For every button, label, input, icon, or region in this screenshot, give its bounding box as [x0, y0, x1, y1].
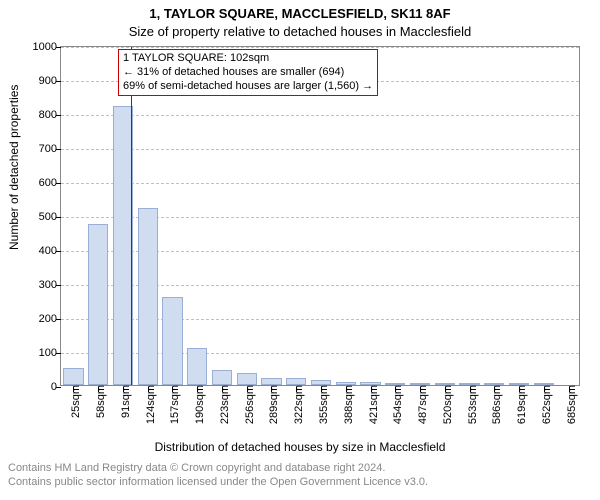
x-tick-label: 421sqm — [362, 385, 380, 424]
footer-line-2: Contains public sector information licen… — [8, 476, 428, 488]
histogram-bar — [113, 106, 133, 385]
y-tick-label: 500 — [39, 211, 61, 223]
x-tick-label: 25sqm — [64, 385, 82, 418]
histogram-bar — [212, 370, 232, 385]
y-tick-label: 800 — [39, 109, 61, 121]
annotation-title: 1 TAYLOR SQUARE: 102sqm — [123, 52, 373, 66]
footer-line-1: Contains HM Land Registry data © Crown c… — [8, 462, 385, 474]
gridline — [61, 183, 579, 184]
title-address: 1, TAYLOR SQUARE, MACCLESFIELD, SK11 8AF — [0, 6, 600, 21]
histogram-bar — [138, 208, 158, 385]
x-axis-label: Distribution of detached houses by size … — [0, 440, 600, 454]
x-tick-label: 454sqm — [386, 385, 404, 424]
y-axis-label: Number of detached properties — [7, 85, 21, 250]
annotation-stat: 69% of semi-detached houses are larger (… — [123, 80, 373, 94]
y-tick-label: 1000 — [33, 41, 61, 53]
y-tick-label: 600 — [39, 177, 61, 189]
x-tick-label: 289sqm — [262, 385, 280, 424]
y-tick-label: 0 — [51, 381, 61, 393]
y-tick-label: 200 — [39, 313, 61, 325]
histogram-bar — [286, 378, 306, 385]
histogram-bar — [187, 348, 207, 385]
chart-container: 1, TAYLOR SQUARE, MACCLESFIELD, SK11 8AF… — [0, 0, 600, 500]
x-tick-label: 355sqm — [312, 385, 330, 424]
x-tick-label: 487sqm — [411, 385, 429, 424]
x-tick-label: 190sqm — [188, 385, 206, 424]
y-tick-label: 300 — [39, 279, 61, 291]
x-tick-label: 652sqm — [535, 385, 553, 424]
x-tick-label: 223sqm — [213, 385, 231, 424]
property-marker-line — [131, 47, 132, 385]
x-tick-label: 124sqm — [139, 385, 157, 424]
annotation-stat: ← 31% of detached houses are smaller (69… — [123, 66, 373, 80]
histogram-bar — [261, 378, 281, 385]
plot-area: 0100200300400500600700800900100025sqm58s… — [60, 46, 580, 386]
gridline — [61, 149, 579, 150]
histogram-bar — [63, 368, 83, 385]
histogram-bar — [162, 297, 182, 385]
gridline — [61, 115, 579, 116]
title-subtitle: Size of property relative to detached ho… — [0, 24, 600, 39]
histogram-bar — [237, 373, 257, 385]
x-tick-label: 157sqm — [163, 385, 181, 424]
x-tick-label: 322sqm — [287, 385, 305, 424]
y-tick-label: 900 — [39, 75, 61, 87]
x-tick-label: 388sqm — [337, 385, 355, 424]
y-tick-label: 700 — [39, 143, 61, 155]
x-tick-label: 520sqm — [436, 385, 454, 424]
x-tick-label: 685sqm — [560, 385, 578, 424]
x-tick-label: 619sqm — [510, 385, 528, 424]
gridline — [61, 47, 579, 48]
y-tick-label: 100 — [39, 347, 61, 359]
x-tick-label: 58sqm — [89, 385, 107, 418]
histogram-bar — [88, 224, 108, 386]
annotation-box: 1 TAYLOR SQUARE: 102sqm← 31% of detached… — [118, 49, 378, 96]
x-tick-label: 256sqm — [238, 385, 256, 424]
y-tick-label: 400 — [39, 245, 61, 257]
x-tick-label: 91sqm — [114, 385, 132, 418]
x-tick-label: 553sqm — [461, 385, 479, 424]
x-tick-label: 586sqm — [485, 385, 503, 424]
